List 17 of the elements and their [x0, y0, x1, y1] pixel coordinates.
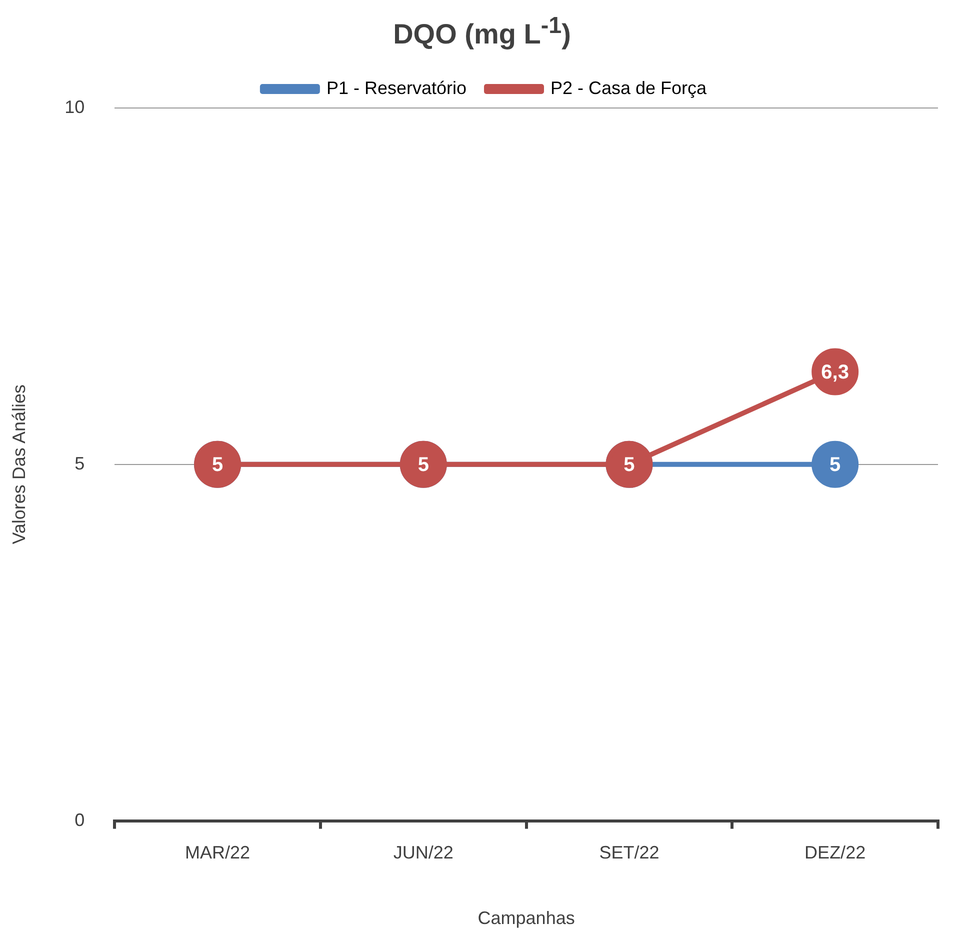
x-tick-label: MAR/22 [185, 842, 250, 863]
y-tick-label: 5 [74, 453, 85, 474]
legend-label: P1 - Reservatório [326, 78, 466, 98]
x-tick-label: SET/22 [599, 842, 660, 863]
y-tick-label: 0 [74, 810, 85, 830]
data-label: 6,3 [821, 361, 849, 384]
x-tick-label: DEZ/22 [804, 842, 866, 863]
y-tick-label: 10 [64, 96, 85, 117]
x-axis-title: Campanhas [478, 908, 575, 928]
data-label: 5 [624, 454, 635, 476]
data-label: 5 [212, 454, 224, 476]
data-label: 5 [830, 454, 841, 476]
y-axis-title: Valores Das Análies [8, 384, 29, 544]
legend-label: P2 - Casa de Força [550, 78, 708, 98]
chart-title: DQO (mg L$^{-1}$) [392, 12, 572, 50]
data-label: 5 [418, 454, 429, 476]
x-tick-label: JUN/22 [393, 842, 454, 863]
